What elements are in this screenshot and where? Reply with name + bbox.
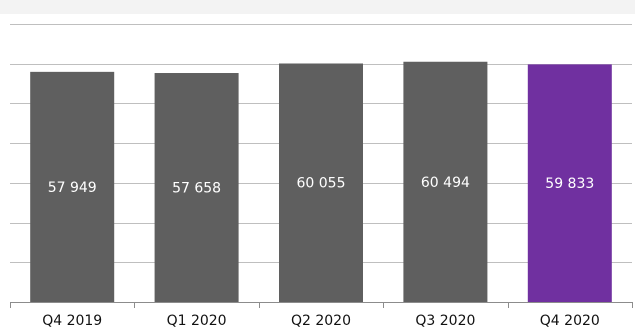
bar-q1-2020 bbox=[154, 73, 239, 302]
bar-q4-2019 bbox=[30, 71, 115, 303]
data-label: 57 658 bbox=[172, 181, 221, 197]
bar-q4-2020 bbox=[527, 64, 612, 302]
x-tick-label: Q1 2020 bbox=[167, 313, 227, 329]
x-axis: Q4 2019 Q1 2020 Q2 2020 Q3 2020 Q4 2020 bbox=[10, 302, 633, 329]
data-label: 60 055 bbox=[297, 176, 346, 192]
x-tick-label: Q2 2020 bbox=[291, 313, 351, 329]
data-label: 60 494 bbox=[421, 175, 470, 191]
data-label: 59 833 bbox=[545, 176, 594, 192]
bar-q2-2020 bbox=[279, 63, 363, 303]
x-tick-label: Q4 2019 bbox=[42, 313, 102, 329]
data-label: 57 949 bbox=[48, 180, 97, 196]
top-band bbox=[0, 0, 635, 14]
x-tick-label: Q4 2020 bbox=[540, 313, 600, 329]
bar-q3-2020 bbox=[403, 61, 488, 303]
bars: 57 949 57 658 60 055 60 494 59 833 bbox=[30, 61, 612, 303]
x-tick-label: Q3 2020 bbox=[415, 313, 475, 329]
